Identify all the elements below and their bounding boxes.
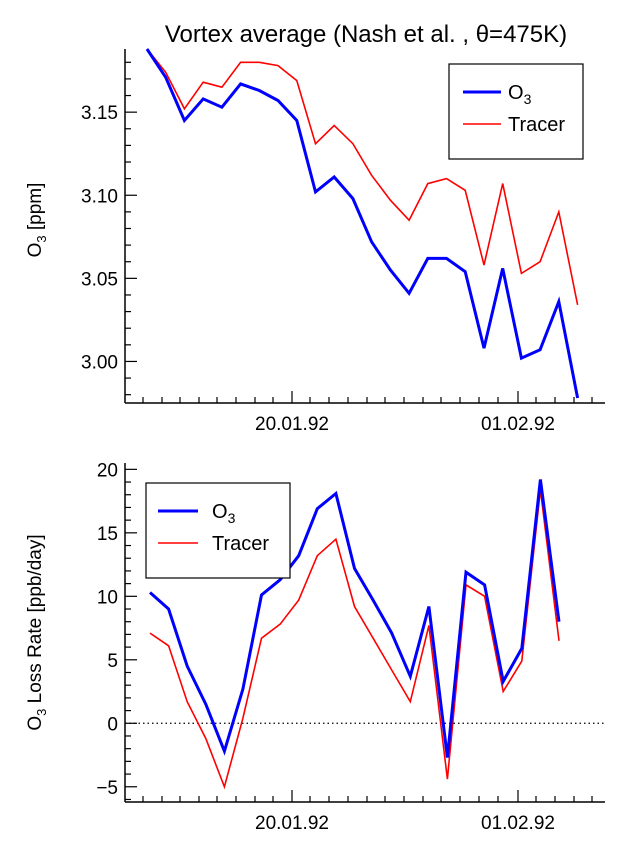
y-tick-label: 10	[97, 587, 118, 608]
y-tick-label: 20	[97, 460, 118, 481]
y-tick-label: 5	[107, 651, 118, 672]
y-axis-title: O3 Loss Rate [ppb/day]	[25, 534, 49, 730]
ozone-loss-rate-panel: 20.01.92 01.02.92 −5 0 5 10 15 20 O3 Loss Rate […	[25, 460, 605, 834]
series-line-o3	[149, 479, 561, 758]
y-tick-label: 3.10	[81, 186, 118, 207]
legend-box	[448, 63, 584, 160]
y-tick-label: 3.15	[81, 103, 118, 124]
x-tick-label: 20.01.92	[255, 813, 329, 834]
y-tick-label: −5	[96, 778, 118, 799]
x-tick-label: 01.02.92	[481, 414, 555, 435]
series-line-o3	[145, 48, 580, 399]
legend-box	[145, 482, 291, 579]
legend-label-tracer: Tracer	[212, 533, 269, 555]
ozone-concentration-panel: 20.01.92 01.02.92 3.00 3.05 3.10 3.15 O3 [ppm]…	[25, 48, 605, 435]
y-tick-label: 15	[97, 524, 118, 545]
series-line-tracer	[146, 48, 579, 306]
y-tick-label: 3.05	[81, 269, 118, 290]
x-tick-label: 20.01.92	[255, 414, 329, 435]
series-line-tracer	[149, 489, 560, 790]
x-tick-label: 01.02.92	[481, 813, 555, 834]
legend-label-o3: O3	[212, 501, 236, 526]
y-tick-label: 0	[107, 714, 118, 735]
legend-label-o3: O3	[508, 82, 532, 107]
legend-label-tracer: Tracer	[508, 114, 565, 136]
y-axis-title: O3 [ppm]	[25, 183, 49, 258]
y-tick-label: 3.00	[81, 352, 118, 373]
chart-title: Vortex average (Nash et al. , θ=475K)	[165, 21, 567, 48]
